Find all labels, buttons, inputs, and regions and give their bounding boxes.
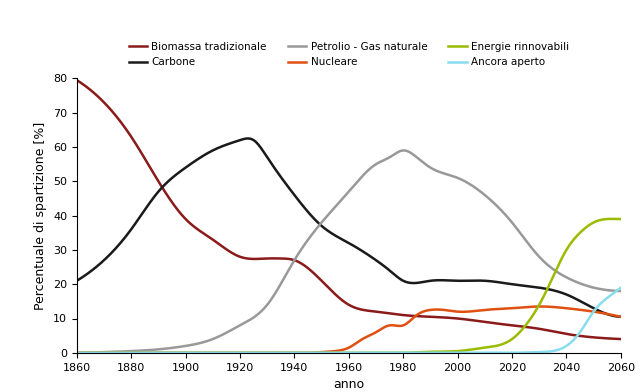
Petrolio - Gas naturale: [486, 197, 494, 202]
Ancora aperto: [419, 350, 427, 355]
Line: Nucleare: Nucleare: [77, 307, 621, 353]
Biomassa tradizionale: [106, 107, 114, 111]
Biomassa tradizionale: [486, 320, 493, 325]
Y-axis label: Percentuale di spartizione [%]: Percentuale di spartizione [%]: [35, 122, 47, 310]
Carbone: [486, 279, 494, 283]
Biomassa tradizionale: [73, 78, 81, 82]
Ancora aperto: [389, 350, 397, 355]
Line: Biomassa tradizionale: Biomassa tradizionale: [77, 80, 621, 339]
Nucleare: [73, 350, 81, 355]
Carbone: [390, 271, 397, 276]
Energie rinnovabili: [419, 350, 427, 354]
Carbone: [542, 287, 550, 291]
X-axis label: anno: anno: [333, 378, 364, 391]
Energie rinnovabili: [106, 350, 114, 355]
Biomassa tradizionale: [541, 327, 549, 332]
Energie rinnovabili: [73, 350, 81, 355]
Nucleare: [536, 304, 544, 309]
Ancora aperto: [403, 350, 411, 355]
Petrolio - Gas naturale: [400, 148, 408, 153]
Ancora aperto: [106, 350, 114, 355]
Ancora aperto: [486, 350, 493, 355]
Biomassa tradizionale: [389, 312, 397, 316]
Biomassa tradizionale: [617, 337, 625, 341]
Nucleare: [419, 309, 427, 314]
Line: Ancora aperto: Ancora aperto: [77, 288, 621, 353]
Ancora aperto: [617, 285, 625, 290]
Ancora aperto: [541, 350, 549, 354]
Carbone: [73, 278, 81, 283]
Ancora aperto: [73, 350, 81, 355]
Nucleare: [106, 350, 114, 355]
Nucleare: [389, 323, 397, 328]
Energie rinnovabili: [486, 345, 493, 349]
Nucleare: [403, 321, 411, 326]
Petrolio - Gas naturale: [420, 161, 428, 165]
Carbone: [244, 136, 252, 141]
Line: Petrolio - Gas naturale: Petrolio - Gas naturale: [77, 151, 621, 353]
Nucleare: [617, 314, 625, 319]
Legend: Biomassa tradizionale, Carbone, Petrolio - Gas naturale, Nucleare, Energie rinno: Biomassa tradizionale, Carbone, Petrolio…: [125, 39, 572, 71]
Carbone: [106, 252, 114, 257]
Line: Energie rinnovabili: Energie rinnovabili: [77, 219, 621, 353]
Petrolio - Gas naturale: [73, 350, 81, 355]
Energie rinnovabili: [617, 217, 625, 221]
Energie rinnovabili: [389, 350, 397, 355]
Petrolio - Gas naturale: [106, 350, 114, 354]
Biomassa tradizionale: [403, 313, 411, 318]
Line: Carbone: Carbone: [77, 138, 621, 317]
Carbone: [404, 280, 412, 285]
Energie rinnovabili: [403, 350, 411, 355]
Nucleare: [542, 304, 550, 309]
Nucleare: [486, 307, 493, 312]
Carbone: [420, 279, 428, 284]
Petrolio - Gas naturale: [617, 289, 625, 293]
Petrolio - Gas naturale: [404, 149, 412, 154]
Biomassa tradizionale: [419, 314, 427, 319]
Petrolio - Gas naturale: [389, 153, 397, 158]
Carbone: [617, 314, 625, 319]
Petrolio - Gas naturale: [542, 261, 550, 266]
Energie rinnovabili: [541, 291, 549, 296]
Energie rinnovabili: [608, 216, 616, 221]
